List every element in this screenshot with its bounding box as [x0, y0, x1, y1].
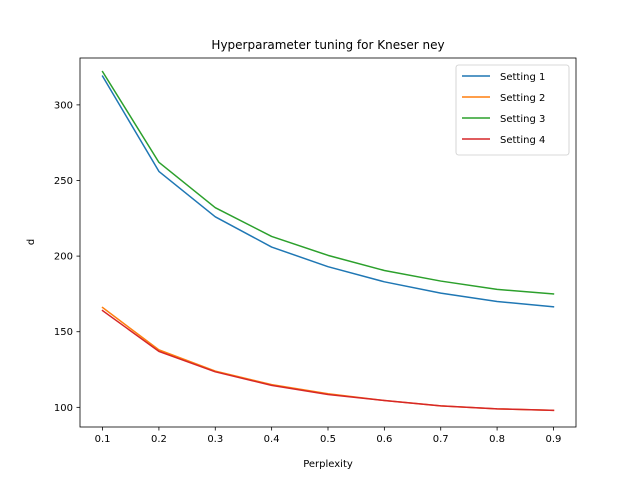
legend-box — [455, 64, 570, 156]
y-tick-label: 100 — [54, 403, 73, 414]
x-tick-label: 0.7 — [433, 434, 449, 445]
y-tick-label: 250 — [54, 176, 73, 187]
x-tick-label: 0.1 — [95, 434, 111, 445]
series-layer — [101, 70, 555, 412]
y-axis-label: d — [26, 239, 37, 245]
x-tick-label: 0.9 — [546, 434, 562, 445]
x-axis-label: Perplexity — [303, 459, 353, 470]
legend: Setting 1 Setting 2 Setting 3 Setting 4 — [455, 64, 570, 156]
y-tick-label: 200 — [54, 252, 73, 263]
legend-label-3: Setting 3 — [500, 114, 545, 125]
legend-label-2: Setting 2 — [500, 93, 545, 104]
legend-label-4: Setting 4 — [500, 135, 545, 146]
x-tick-label: 0.2 — [151, 434, 167, 445]
x-tick-label: 0.8 — [489, 434, 505, 445]
x-tick-label: 0.5 — [320, 434, 336, 445]
legend-label-1: Setting 1 — [500, 72, 545, 83]
series-line-1 — [101, 75, 555, 308]
x-tick-label: 0.3 — [207, 434, 223, 445]
axes-layer: 0.1 0.2 0.3 0.4 0.5 0.6 0.7 0.8 0.9 100 150 200 250 3… — [54, 57, 577, 445]
series-line-4 — [101, 309, 555, 412]
x-tick-label: 0.4 — [264, 434, 280, 445]
y-tick-label: 150 — [54, 327, 73, 338]
chart-title: Hyperparameter tuning for Kneser ney — [211, 38, 444, 52]
x-tick-label: 0.6 — [376, 434, 392, 445]
series-line-3 — [101, 70, 555, 295]
y-tick-label: 300 — [54, 100, 73, 111]
